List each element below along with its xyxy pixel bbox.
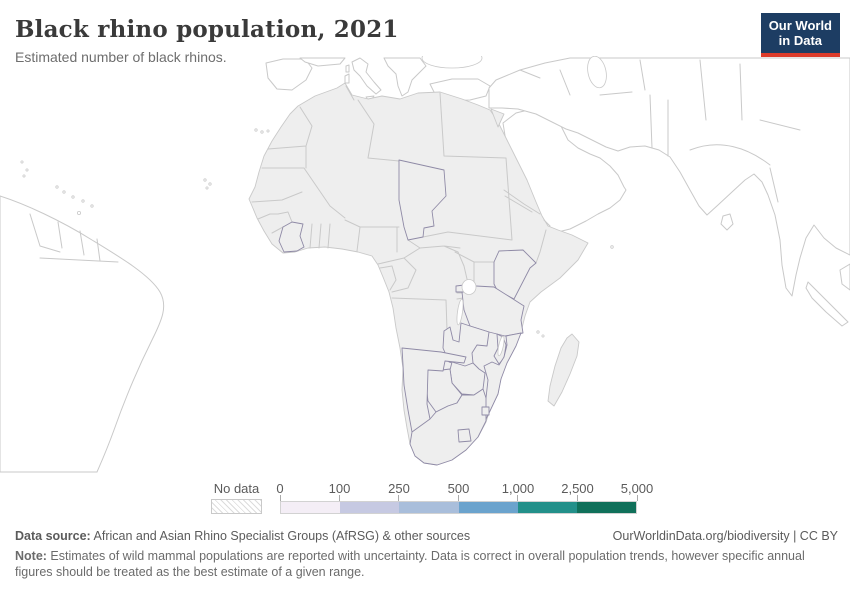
data-source-line: Data source: African and Asian Rhino Spe…: [15, 529, 470, 543]
owid-logo[interactable]: Our World in Data: [760, 13, 840, 57]
legend-tick-label-500: 500: [447, 481, 470, 496]
legend-tick-mark: [577, 495, 578, 501]
island-borneo: [839, 263, 850, 291]
legend-bins: [280, 501, 637, 514]
legend-tick-mark: [338, 495, 340, 501]
region-france: [299, 57, 346, 67]
region-balkans-greece: [383, 57, 427, 97]
legend-bin-2,500-5,000[interactable]: [576, 502, 637, 513]
data-source-text: African and Asian Rhino Specialist Group…: [90, 529, 471, 543]
legend-bar: 0 100 250 500 1,000 2,500 5,000: [276, 481, 653, 515]
legend-tick-mark: [458, 495, 459, 501]
atlantic-islands: [203, 128, 270, 190]
legend-bin-100-250[interactable]: [340, 502, 400, 513]
south-america-borders: [29, 213, 119, 263]
country-cote-divoire[interactable]: [278, 221, 305, 253]
legend-tick-mark: [517, 495, 519, 501]
country-chad[interactable]: [398, 159, 447, 241]
island-sumatra: [805, 281, 849, 327]
caspian-sea: [587, 56, 607, 89]
region-iberia: [265, 58, 313, 91]
legend-bin-500-1,000[interactable]: [458, 502, 518, 513]
data-source-label: Data source:: [15, 529, 91, 543]
island-sri-lanka: [720, 213, 734, 231]
legend-tick-mark: [398, 495, 400, 501]
island-corsica: [345, 64, 350, 73]
page-title: Black rhino population, 2021: [15, 16, 399, 43]
africa-internal-borders: [251, 85, 551, 331]
attribution-link[interactable]: OurWorldinData.org/biodiversity | CC BY: [612, 529, 838, 543]
note-label: Note:: [15, 549, 47, 563]
legend-tick-label-0: 0: [276, 481, 284, 496]
caribbean-islands: [20, 160, 94, 215]
legend-bin-0-100[interactable]: [281, 502, 341, 513]
legend-no-data-label: No data: [213, 481, 260, 496]
legend-tick-label-100: 100: [328, 481, 351, 496]
black-sea: [421, 56, 483, 69]
legend-no-data-swatch[interactable]: [211, 499, 262, 514]
chart-subtitle: Estimated number of black rhinos.: [15, 49, 227, 65]
country-tanzania[interactable]: [461, 285, 525, 337]
lake-malawi: [497, 335, 505, 357]
legend-tick-labels: 0 100 250 500 1,000 2,500 5,000: [276, 481, 653, 501]
owid-logo-line1: Our World: [768, 18, 832, 33]
continent-south-america: [0, 195, 165, 473]
legend-tick-label-250: 250: [388, 481, 410, 496]
owid-logo-line2: in Data: [778, 33, 823, 49]
country-namibia[interactable]: [401, 347, 467, 433]
region-sinai: [490, 108, 505, 128]
region-asia: [488, 57, 850, 297]
note-line: Note: Estimates of wild mammal populatio…: [15, 549, 838, 580]
legend-bin-1,000-2,500[interactable]: [517, 502, 577, 513]
country-madagascar[interactable]: [547, 333, 580, 407]
lake-victoria: [461, 279, 477, 295]
legend-tick-label-5,000: 5,000: [620, 481, 654, 496]
country-eswatini[interactable]: [481, 406, 490, 416]
region-italy: [351, 57, 382, 95]
chart-footer: Data source: African and Asian Rhino Spe…: [15, 529, 838, 580]
legend-bin-250-500[interactable]: [399, 502, 459, 513]
legend-tick-mark: [279, 495, 281, 501]
legend-tick-label-2,500: 2,500: [561, 481, 594, 496]
asia-borders: [519, 59, 801, 203]
country-kenya[interactable]: [493, 249, 537, 300]
island-sardinia: [344, 73, 350, 84]
map-legend: No data 0 100 250 500 1,000 2,500 5,000: [0, 481, 850, 515]
legend-tick-mark: [636, 495, 638, 501]
indian-ocean-islands: [536, 245, 614, 338]
legend-no-data[interactable]: No data: [211, 481, 262, 514]
lake-tanganyika: [456, 298, 464, 326]
note-text: Estimates of wild mammal populations are…: [15, 549, 805, 579]
legend-tick-label-1,000: 1,000: [501, 481, 535, 496]
